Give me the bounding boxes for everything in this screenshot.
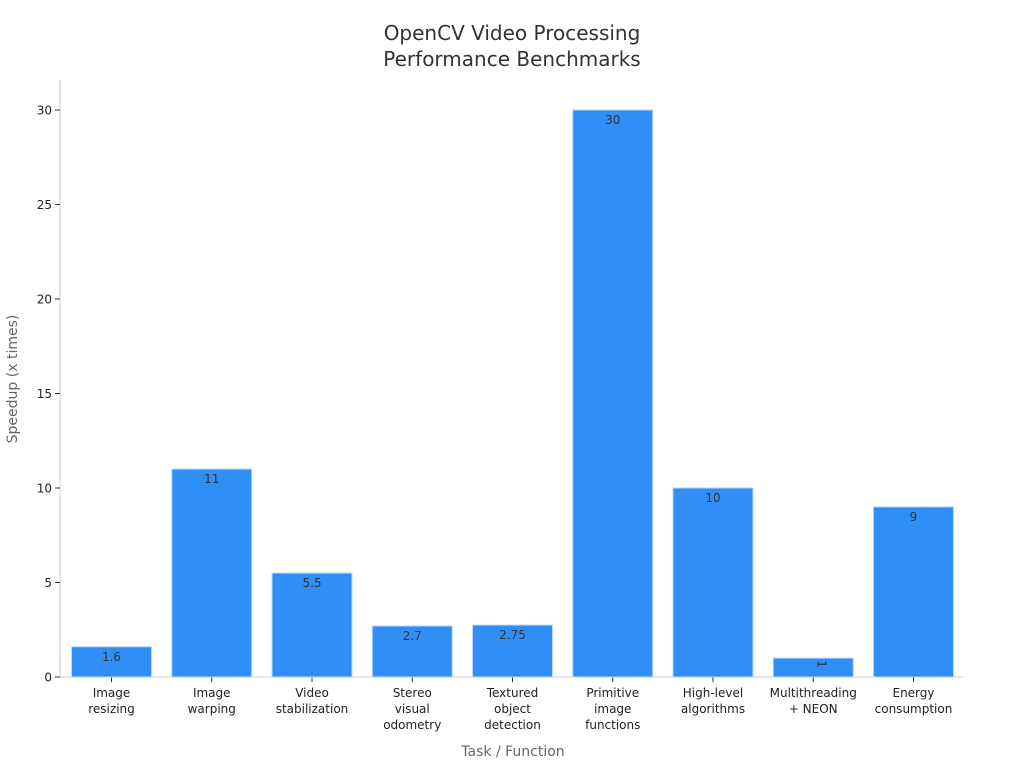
data-label: 11: [204, 472, 219, 486]
bar: [772, 657, 854, 678]
y-tick-label: 15: [37, 387, 52, 401]
x-tick-label-line: resizing: [88, 702, 135, 716]
x-tick-label: Stereo visual odometry: [383, 686, 441, 732]
bar: [873, 506, 954, 678]
y-tick-label: 10: [37, 482, 52, 496]
value-labels: 1.6 11 5.5 2.7 2.75 30 10 1 9: [102, 113, 917, 668]
y-tick-label: 5: [44, 576, 52, 590]
x-tick-label-line: Stereo: [393, 686, 432, 700]
chart-title: OpenCV Video Processing Performance Benc…: [383, 21, 640, 71]
x-tick-label-line: High-level: [683, 686, 743, 700]
x-tick-label-line: Video: [295, 686, 329, 700]
x-tick-label: Energy consumption: [875, 686, 953, 716]
x-tick-label: Multithreading + NEON: [770, 686, 857, 716]
bar: [71, 646, 152, 678]
x-tick-label-line: odometry: [383, 718, 441, 732]
x-tick-label-line: stabilization: [276, 702, 349, 716]
x-tick-label-line: detection: [484, 718, 541, 732]
x-tick-label-line: + NEON: [789, 702, 838, 716]
x-tick-label: High-level algorithms: [681, 686, 745, 716]
y-tick-labels: 0 5 10 15 20 25 30: [37, 104, 52, 685]
bar: [572, 109, 654, 678]
x-tick-label-line: Textured: [486, 686, 539, 700]
x-tick-label: Video stabilization: [276, 686, 349, 716]
y-tick-label: 30: [37, 104, 52, 118]
x-tick-label: Primitive image functions: [585, 686, 640, 732]
x-tick-label-line: warping: [188, 702, 236, 716]
x-tick-label-line: functions: [585, 718, 640, 732]
bar: [672, 487, 754, 678]
x-tick-label: Textured object detection: [484, 686, 541, 732]
x-tick-label-line: Primitive: [586, 686, 639, 700]
x-tick-label-line: Image: [193, 686, 231, 700]
data-label: 2.75: [499, 628, 526, 642]
data-label: 2.7: [403, 629, 422, 643]
x-tick-labels: Image resizing Image warping Video stabilizat…: [88, 686, 952, 732]
y-tick-label: 20: [37, 293, 52, 307]
x-tick-label-line: visual: [395, 702, 430, 716]
x-tick-label-line: algorithms: [681, 702, 745, 716]
chart-title-line-1: OpenCV Video Processing: [384, 21, 641, 45]
x-tick-label-line: Energy: [892, 686, 934, 700]
data-label: 9: [910, 510, 918, 524]
y-tick-label: 25: [37, 198, 52, 212]
bar: [271, 572, 353, 678]
x-axis-label: Task / Function: [460, 744, 564, 760]
data-label: 5.5: [302, 576, 321, 590]
x-tick-label: Image warping: [188, 686, 236, 716]
x-tick-label-line: image: [594, 702, 631, 716]
y-axis-label: Speedup (x times): [5, 315, 21, 444]
data-label: 1.6: [102, 650, 121, 664]
x-tick-label-line: consumption: [875, 702, 953, 716]
chart-title-line-2: Performance Benchmarks: [383, 47, 640, 71]
data-label: 10: [705, 491, 720, 505]
bars: [71, 109, 954, 678]
x-tick-label-line: Multithreading: [770, 686, 857, 700]
bar: [472, 624, 553, 678]
data-label: 30: [605, 113, 620, 127]
x-tick-label-line: object: [494, 702, 531, 716]
bar: [171, 468, 253, 678]
x-tick-label: Image resizing: [88, 686, 135, 716]
bar: [371, 625, 453, 678]
data-label: 1: [814, 660, 828, 668]
x-tick-label-line: Image: [93, 686, 131, 700]
y-tick-label: 0: [44, 671, 52, 685]
